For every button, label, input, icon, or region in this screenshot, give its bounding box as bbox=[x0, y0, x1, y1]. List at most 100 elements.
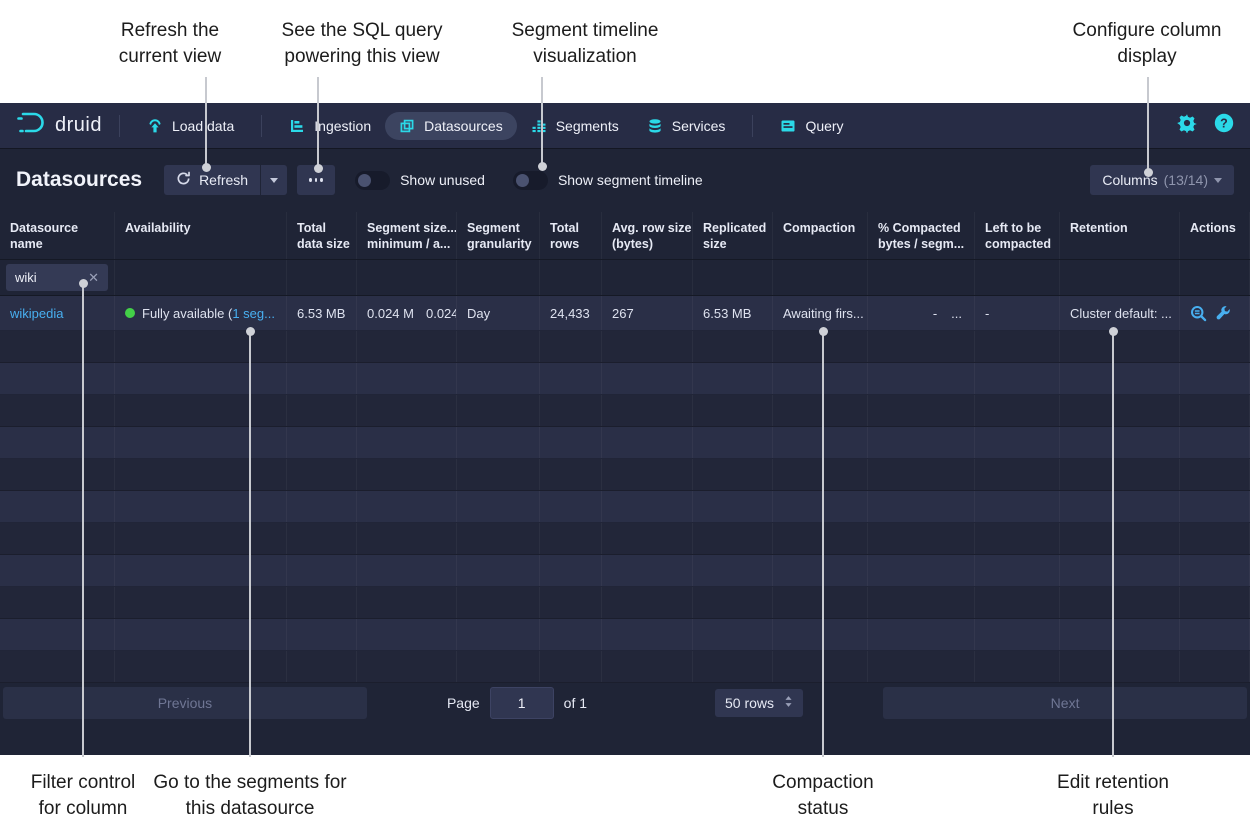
filter-cell-avg-row-size[interactable] bbox=[602, 260, 693, 295]
help-question-icon[interactable]: ? bbox=[1214, 113, 1234, 138]
column-header-avg-row-size[interactable]: Avg. row size (bytes) bbox=[602, 212, 693, 259]
clear-filter-icon[interactable]: ✕ bbox=[88, 269, 99, 285]
empty-cell bbox=[540, 587, 602, 618]
column-header-availability[interactable]: Availability bbox=[115, 212, 287, 259]
empty-cell bbox=[0, 491, 115, 522]
empty-cell bbox=[457, 619, 540, 650]
column-header-pct-compacted[interactable]: % Compacted bytes / segm... bbox=[868, 212, 975, 259]
empty-cell bbox=[457, 651, 540, 682]
next-button[interactable]: Next bbox=[883, 687, 1248, 719]
filter-cell-total-rows[interactable] bbox=[540, 260, 602, 295]
filter-cell-segment-size[interactable] bbox=[357, 260, 457, 295]
refresh-interval-button[interactable] bbox=[261, 165, 288, 195]
annotation-dot-sql bbox=[313, 163, 323, 173]
empty-cell bbox=[602, 363, 693, 394]
cell-compaction: Awaiting firs... bbox=[773, 296, 868, 330]
druid-logo[interactable]: druid bbox=[16, 110, 102, 141]
nav-item-load-data[interactable]: Load data bbox=[133, 112, 248, 140]
segments-link[interactable]: 1 seg... bbox=[232, 305, 275, 321]
nav-divider bbox=[118, 114, 120, 137]
annotation-label-retention: Edit retention rules bbox=[973, 770, 1250, 822]
column-header-segment-size[interactable]: Segment size... minimum / a... bbox=[357, 212, 457, 259]
empty-cell bbox=[602, 587, 693, 618]
columns-label: Columns bbox=[1102, 172, 1158, 188]
rows-per-page-select[interactable]: 50 rows bbox=[715, 689, 804, 717]
filter-cell-actions[interactable] bbox=[1180, 260, 1250, 295]
column-header-retention[interactable]: Retention bbox=[1060, 212, 1180, 259]
column-header-segment-granularity[interactable]: Segment granularity bbox=[457, 212, 540, 259]
column-header-compaction[interactable]: Compaction bbox=[773, 212, 868, 259]
column-header-replicated-size[interactable]: Replicated size bbox=[693, 212, 773, 259]
empty-cell bbox=[693, 587, 773, 618]
filter-cell-segment-granularity[interactable] bbox=[457, 260, 540, 295]
more-dots-icon bbox=[309, 178, 312, 182]
nav-item-services[interactable]: Services bbox=[633, 112, 740, 140]
switch-track bbox=[355, 170, 391, 190]
filter-cell-compaction[interactable] bbox=[773, 260, 868, 295]
annotation-text-line: Edit retention bbox=[1057, 772, 1169, 793]
empty-cell bbox=[115, 427, 287, 458]
nav-item-datasources[interactable]: Datasources bbox=[385, 111, 517, 140]
nav-item-segments[interactable]: Segments bbox=[517, 112, 633, 140]
annotation-line-segments bbox=[249, 331, 251, 757]
chevron-down-icon bbox=[270, 177, 279, 183]
toggle-show-segment-timeline[interactable]: Show segment timeline bbox=[512, 170, 703, 190]
annotation-dot-retention bbox=[1108, 326, 1118, 336]
empty-cell bbox=[693, 523, 773, 554]
query-datasource-magnifier-icon[interactable] bbox=[1190, 305, 1207, 322]
switch-track bbox=[512, 170, 548, 190]
datasource-link[interactable]: wikipedia bbox=[10, 305, 64, 321]
column-header-actions[interactable]: Actions bbox=[1180, 212, 1250, 259]
query-icon bbox=[780, 118, 796, 134]
nav-item-query[interactable]: Query bbox=[766, 112, 857, 140]
annotation-text-line: this datasource bbox=[185, 798, 315, 819]
annotation-text-line: display bbox=[1117, 46, 1177, 67]
nav-item-ingestion[interactable]: Ingestion bbox=[275, 112, 385, 140]
empty-table-row bbox=[0, 427, 1250, 459]
filter-cell-left-to-be-compacted[interactable] bbox=[975, 260, 1060, 295]
page-total-label: of 1 bbox=[563, 695, 588, 711]
annotation-label-refresh: Refresh the current view bbox=[30, 18, 310, 70]
previous-button[interactable]: Previous bbox=[3, 687, 367, 719]
annotation-text-line: Refresh the bbox=[120, 20, 220, 41]
empty-cell bbox=[457, 555, 540, 586]
filter-cell-availability[interactable] bbox=[115, 260, 287, 295]
empty-cell bbox=[1180, 363, 1250, 394]
filter-cell-replicated-size[interactable] bbox=[693, 260, 773, 295]
annotation-line-timeline bbox=[541, 77, 543, 166]
empty-table-row bbox=[0, 619, 1250, 651]
empty-cell bbox=[602, 395, 693, 426]
empty-cell bbox=[540, 491, 602, 522]
table-body: wikipedia Fully available (1 seg... 6.53 M… bbox=[0, 296, 1250, 683]
empty-cell bbox=[115, 459, 287, 490]
toggle-show-unused[interactable]: Show unused bbox=[355, 170, 485, 190]
settings-gear-icon[interactable] bbox=[1177, 113, 1197, 138]
empty-cell bbox=[357, 459, 457, 490]
empty-table-row bbox=[0, 331, 1250, 363]
column-header-left-to-be-compacted[interactable]: Left to be compacted bbox=[975, 212, 1060, 259]
empty-cell bbox=[457, 459, 540, 490]
annotation-label-compaction: Compaction status bbox=[683, 770, 963, 822]
empty-cell bbox=[115, 587, 287, 618]
empty-table-row bbox=[0, 459, 1250, 491]
empty-cell bbox=[115, 331, 287, 362]
column-header-datasource-name[interactable]: Datasource name bbox=[0, 212, 115, 259]
empty-cell bbox=[975, 587, 1060, 618]
filter-cell-retention[interactable] bbox=[1060, 260, 1180, 295]
refresh-button[interactable]: Refresh bbox=[164, 165, 261, 195]
filter-cell-total-data-size[interactable] bbox=[287, 260, 357, 295]
filter-chip[interactable]: wiki ✕ bbox=[6, 264, 108, 291]
page-input[interactable] bbox=[489, 687, 554, 719]
edit-datasource-wrench-icon[interactable] bbox=[1215, 305, 1231, 321]
empty-cell bbox=[693, 331, 773, 362]
empty-cell bbox=[287, 459, 357, 490]
filter-cell-pct-compacted[interactable] bbox=[868, 260, 975, 295]
column-header-total-data-size[interactable]: Total data size bbox=[287, 212, 357, 259]
empty-cell bbox=[975, 331, 1060, 362]
columns-button[interactable]: Columns (13/14) bbox=[1090, 165, 1234, 195]
column-header-total-rows[interactable]: Total rows bbox=[540, 212, 602, 259]
annotation-text-line: Go to the segments for bbox=[153, 772, 347, 793]
empty-cell bbox=[540, 555, 602, 586]
segment-size-min: 0.024 M bbox=[367, 305, 414, 321]
